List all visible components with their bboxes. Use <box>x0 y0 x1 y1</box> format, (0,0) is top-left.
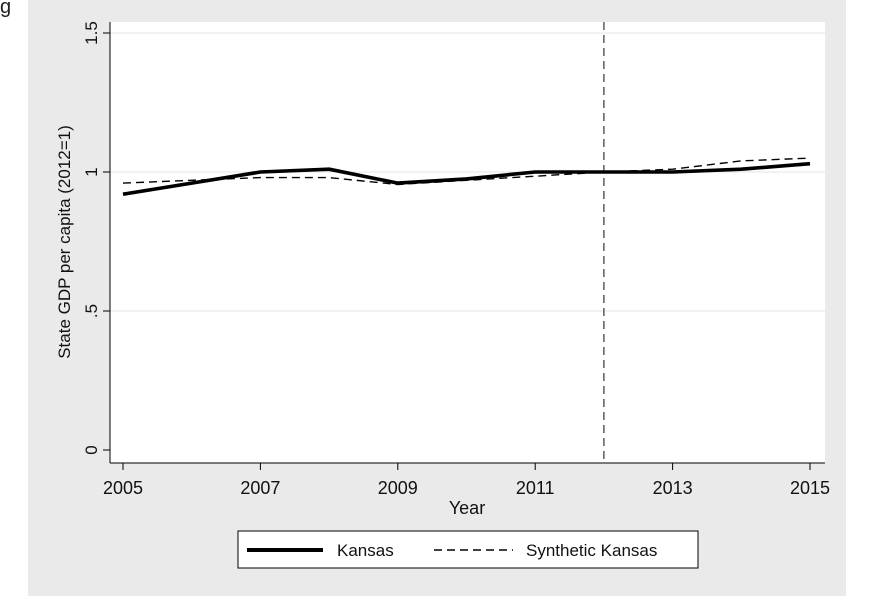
legend-label-kansas: Kansas <box>337 541 394 560</box>
y-tick-label: 1.5 <box>82 21 101 45</box>
legend-label-synthetic-kansas: Synthetic Kansas <box>526 541 657 560</box>
x-tick-label: 2011 <box>516 478 555 498</box>
x-tick-label: 2013 <box>653 478 693 498</box>
x-axis: 2005 2007 2009 2011 2013 2015 <box>103 462 830 498</box>
x-tick-label: 2009 <box>378 478 418 498</box>
x-tick-label: 2007 <box>240 478 280 498</box>
y-axis: 0 .5 1 1.5 <box>82 21 111 463</box>
y-tick-label: .5 <box>82 304 101 318</box>
figure-label-fragment: g <box>0 0 12 18</box>
series-line-synthetic-kansas <box>122 157 811 186</box>
series-line-kansas <box>122 161 811 196</box>
y-tick-label: 0 <box>82 445 101 454</box>
plot-area <box>110 22 825 463</box>
x-tick-label: 2015 <box>790 478 830 498</box>
y-tick-label: 1 <box>82 167 101 176</box>
series-lines <box>122 22 811 463</box>
x-tick-label: 2005 <box>103 478 143 498</box>
y-axis-label: State GDP per capita (2012=1) <box>55 125 74 359</box>
legend: Kansas Synthetic Kansas <box>237 530 699 569</box>
x-axis-label: Year <box>449 498 485 518</box>
